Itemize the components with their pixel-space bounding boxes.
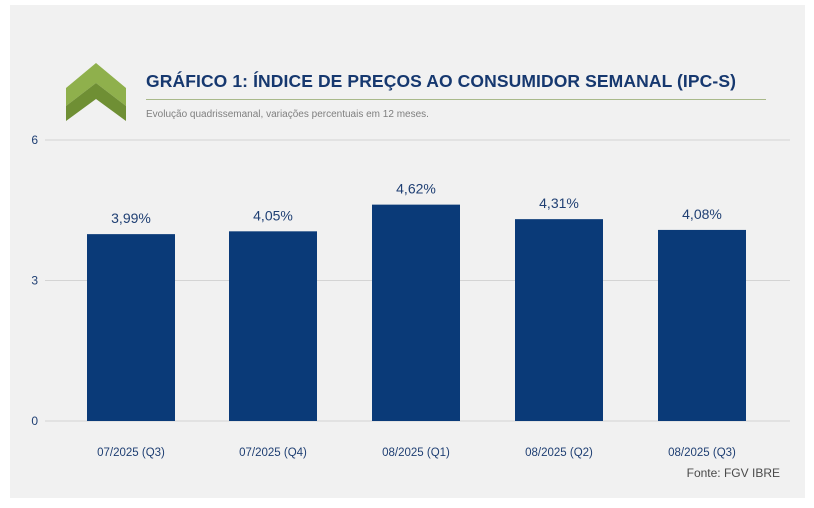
bar [372,204,460,421]
x-tick-label: 07/2025 (Q3) [97,447,165,459]
chart-title: GRÁFICO 1: ÍNDICE DE PREÇOS AO CONSUMIDO… [146,71,737,91]
bar [87,234,175,421]
title-divider [146,99,766,100]
y-tick-label: 0 [31,414,38,428]
x-tick-label: 07/2025 (Q4) [239,447,307,459]
x-tick-label: 08/2025 (Q2) [525,447,593,459]
bar [229,231,317,421]
data-label: 4,08% [682,206,722,222]
x-tick-label: 08/2025 (Q1) [382,447,450,459]
bar [658,229,746,421]
chart-subtitle: Evolução quadrissemanal, variações perce… [146,109,429,120]
chevron-logo-icon [66,63,126,121]
source-note: Fonte: FGV IBRE [686,466,780,480]
data-label: 3,99% [111,210,151,226]
data-label: 4,31% [539,195,579,211]
y-tick-label: 3 [31,274,38,288]
data-label: 4,62% [396,181,436,197]
x-tick-label: 08/2025 (Q3) [668,447,736,459]
bar [515,219,603,421]
data-label: 4,05% [253,207,293,223]
y-tick-label: 6 [31,133,38,147]
